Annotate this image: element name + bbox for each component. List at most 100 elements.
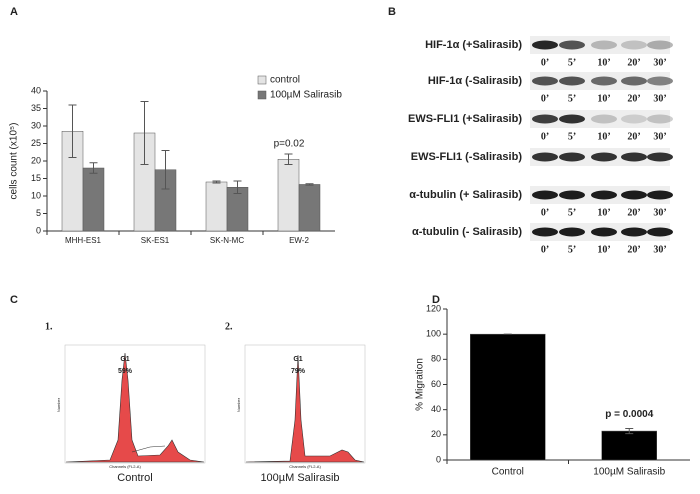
legend-swatch [257, 90, 267, 100]
blot-row-label: EWS-FLI1 (+Salirasib) [408, 113, 522, 125]
lane-label: 5’ [568, 244, 576, 255]
blots: HIF-1α (+Salirasib) 0’ 5’ 10’ 20’ 30’ HIF-1α (… [408, 36, 673, 255]
lane-label: 5’ [568, 57, 576, 68]
flow-y-axis: Number [56, 397, 61, 412]
x-tick-label: SK-ES1 [141, 236, 170, 245]
y-tick-label: 120 [426, 303, 441, 313]
blot-band [591, 227, 617, 237]
blot-band [621, 76, 647, 86]
lane-label: 10’ [597, 244, 610, 255]
blot-band [591, 114, 617, 124]
plot-number: 1. [45, 321, 53, 332]
blot-band [621, 227, 647, 237]
y-tick-label: 35 [31, 103, 41, 113]
panel-label: A [10, 6, 18, 18]
blot-band [532, 114, 558, 124]
flow-histogram [64, 344, 206, 464]
bar [601, 430, 657, 461]
blot-row-label: HIF-1α (-Salirasib) [428, 75, 523, 87]
lane-label: 20’ [627, 131, 640, 142]
lane-label: 10’ [597, 93, 610, 104]
blot-band [647, 114, 673, 124]
y-tick-label: 40 [31, 85, 41, 95]
bar [205, 181, 228, 232]
blot-band [591, 40, 617, 50]
lane-label: 10’ [597, 131, 610, 142]
blot-band [559, 227, 585, 237]
bar [82, 167, 105, 232]
flow-x-axis: Channels (FL2-A) [289, 464, 321, 469]
blot-band [621, 114, 647, 124]
bar [298, 184, 321, 232]
legend-label: control [270, 75, 300, 86]
x-tick-label: Control [492, 467, 524, 478]
error-bar [233, 180, 242, 195]
lane-label: 0’ [541, 93, 549, 104]
x-tick-label: SK-N-MC [210, 236, 244, 245]
blot-band [532, 227, 558, 237]
blot-band [532, 76, 558, 86]
panel-label: B [388, 6, 396, 18]
blot-band [532, 152, 558, 162]
y-axis-label: cells count (x10⁵) [9, 123, 20, 200]
y-tick-label: 60 [431, 379, 441, 389]
x-tick-label: MHH-ES1 [65, 236, 102, 245]
blot-band [559, 152, 585, 162]
blot-band [559, 114, 585, 124]
lane-label: 30’ [653, 57, 666, 68]
lane-label: 30’ [653, 244, 666, 255]
peak-label: G1 [293, 356, 302, 363]
blot-band [621, 190, 647, 200]
blot-band [559, 40, 585, 50]
peak-label: G1 [120, 356, 129, 363]
error-bar [68, 104, 77, 158]
flow-histogram [244, 344, 366, 464]
annotation: p = 0.0004 [605, 409, 654, 420]
y-tick-label: 20 [431, 429, 441, 439]
lane-label: 20’ [627, 93, 640, 104]
legend-label: 100µM Salirasib [270, 90, 342, 101]
lane-label: 0’ [541, 131, 549, 142]
y-tick-label: 25 [31, 138, 41, 148]
y-tick-label: 0 [436, 454, 441, 464]
lane-label: 30’ [653, 93, 666, 104]
blot-band [621, 152, 647, 162]
blot-band [591, 190, 617, 200]
y-tick-label: 20 [31, 155, 41, 165]
blot-background [530, 36, 670, 54]
lane-label: 0’ [541, 57, 549, 68]
blot-row-label: EWS-FLI1 (-Salirasib) [411, 151, 523, 163]
y-tick-label: 15 [31, 173, 41, 183]
flow-caption: Control [117, 472, 152, 484]
y-tick-label: 5 [36, 208, 41, 218]
lane-label: 5’ [568, 207, 576, 218]
y-tick-label: 100 [426, 329, 441, 339]
blot-band [647, 227, 673, 237]
peak-percent: 59% [118, 368, 133, 375]
y-tick-label: 30 [31, 120, 41, 130]
blot-row-label: α-tubulin (+ Salirasib) [409, 189, 522, 201]
blot-band [591, 152, 617, 162]
blot-band [647, 76, 673, 86]
error-bar [305, 183, 314, 186]
blot-band [647, 152, 673, 162]
lane-label: 30’ [653, 207, 666, 218]
lane-label: 20’ [627, 244, 640, 255]
flow-x-axis: Channels (FL2-A) [109, 464, 141, 469]
legend-swatch [257, 75, 267, 85]
panel-label: C [10, 294, 18, 306]
error-bar [284, 153, 293, 165]
x-tick-label: 100µM Salirasib [593, 467, 665, 478]
error-bar [89, 162, 98, 174]
error-bar [212, 180, 221, 184]
lane-label: 0’ [541, 207, 549, 218]
flow-y-axis: Number [236, 397, 241, 412]
blot-band [559, 76, 585, 86]
blot-row-label: HIF-1α (+Salirasib) [425, 39, 522, 51]
y-tick-label: 80 [431, 354, 441, 364]
peak-percent: 79% [291, 368, 306, 375]
blot-row-label: α-tubulin (- Salirasib) [412, 226, 522, 238]
y-tick-label: 40 [431, 404, 441, 414]
lane-label: 5’ [568, 93, 576, 104]
